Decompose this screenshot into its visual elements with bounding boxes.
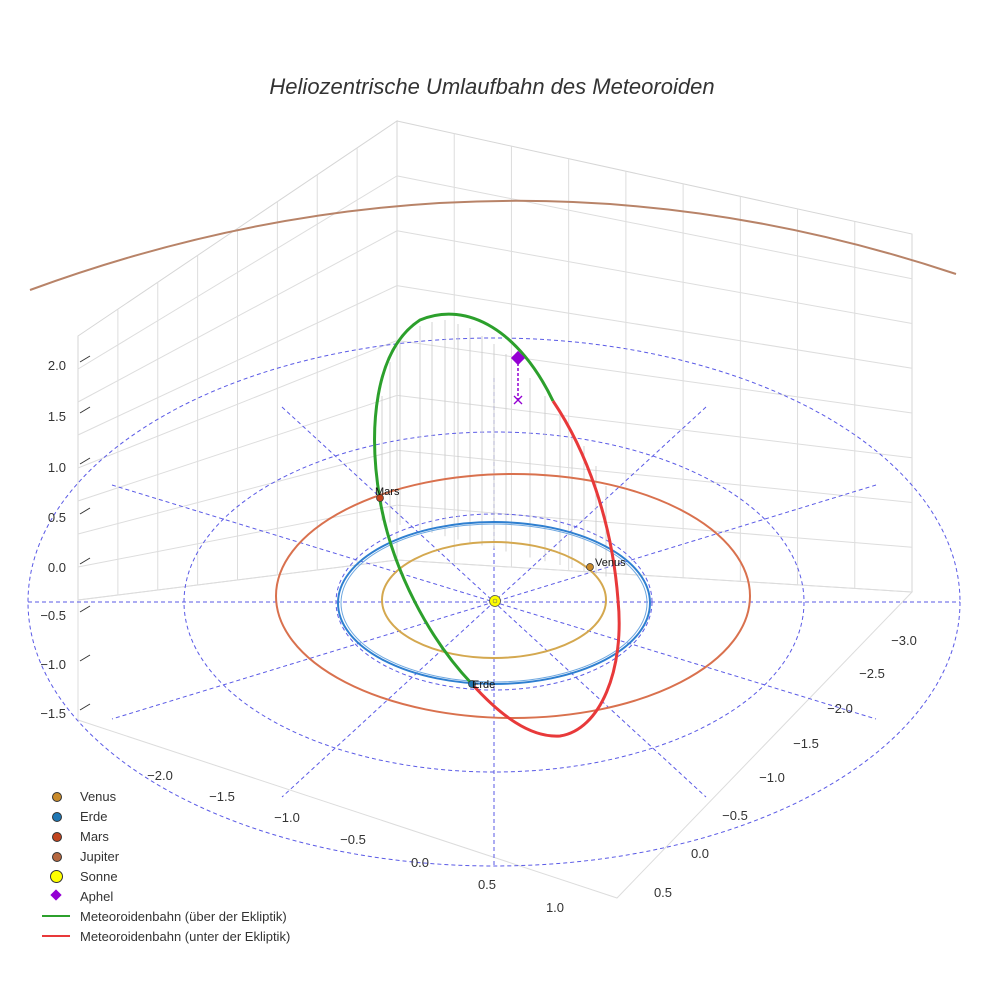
mars-label: Mars: [375, 486, 400, 498]
y-tick-label: −2.5: [859, 666, 885, 681]
legend-symbol: [40, 926, 74, 946]
legend-label: Meteoroidenbahn (über der Ekliptik): [80, 908, 287, 924]
legend-label: Mars: [80, 828, 109, 844]
meteoroid-orbit-below: [470, 400, 621, 738]
legend-symbol: [40, 786, 74, 806]
aphel-projection-marker: [513, 395, 523, 405]
venus-marker[interactable]: [586, 563, 594, 571]
mars-orbit: [275, 473, 751, 719]
legend-label: Aphel: [80, 888, 114, 904]
z-tick-label: −1.0: [40, 657, 66, 672]
x-tick-label: −1.5: [209, 789, 235, 804]
mars-marker[interactable]: [376, 494, 384, 502]
y-tick-label: −1.0: [759, 770, 785, 785]
z-tick-label: −1.5: [40, 706, 66, 721]
orbit-drop-lines: [381, 320, 607, 577]
legend-label: Jupiter: [80, 848, 120, 864]
legend-symbol: [40, 886, 74, 906]
venus-label: Venus: [595, 557, 626, 569]
earth-marker[interactable]: [468, 680, 476, 688]
jupiter-orbit: [29, 199, 957, 291]
x-tick-label: 0.5: [478, 877, 496, 892]
legend-label: Erde: [80, 808, 108, 824]
z-tick-label: 1.5: [48, 409, 66, 424]
legend-label: Meteoroidenbahn (unter der Ekliptik): [80, 928, 291, 944]
legend-item[interactable]: Meteoroidenbahn (über der Ekliptik): [40, 906, 290, 926]
earth-orbit: [337, 521, 651, 685]
y-tick-label: 0.0: [691, 846, 709, 861]
legend-label: Venus: [80, 788, 117, 804]
y-tick-label: −3.0: [891, 633, 917, 648]
legend: Venus Erde Mars Jupiter Sonne Aphel Meteoroide…: [40, 786, 290, 946]
x-axis-ticks: 1.0 0.5 0.0 −0.5 −1.0 −1.5 −2.0: [147, 768, 564, 915]
z-tick-label: 2.0: [48, 358, 66, 373]
sun-marker[interactable]: [489, 595, 501, 607]
earth-orbit-trace: [340, 523, 648, 683]
y-tick-label: −2.0: [827, 701, 853, 716]
z-tick-label: 1.0: [48, 460, 66, 475]
legend-item[interactable]: Aphel: [40, 886, 290, 906]
legend-symbol: [40, 866, 74, 886]
y-axis-ticks: 0.5 0.0 −0.5 −1.0 −1.5 −2.0 −2.5 −3.0: [654, 633, 917, 900]
x-tick-label: −1.0: [274, 810, 300, 825]
legend-item[interactable]: Venus: [40, 786, 290, 806]
x-tick-label: −0.5: [340, 832, 366, 847]
legend-symbol: [40, 806, 74, 826]
legend-label: Sonne: [80, 868, 118, 884]
sun-core: [492, 598, 498, 604]
earth-label: Erde: [472, 679, 495, 691]
meteoroid-orbit-above: [373, 312, 555, 686]
x-tick-label: 0.0: [411, 855, 429, 870]
legend-item[interactable]: Sonne: [40, 866, 290, 886]
y-tick-label: −1.5: [793, 736, 819, 751]
z-tick-label: 0.0: [48, 560, 66, 575]
y-tick-label: −0.5: [722, 808, 748, 823]
y-tick-label: 0.5: [654, 885, 672, 900]
legend-item[interactable]: Meteoroidenbahn (unter der Ekliptik): [40, 926, 290, 946]
legend-item[interactable]: Jupiter: [40, 846, 290, 866]
venus-orbit: [381, 541, 607, 659]
ecliptic-ring-middle: [183, 431, 805, 773]
x-tick-label: 1.0: [546, 900, 564, 915]
legend-symbol: [40, 846, 74, 866]
legend-symbol: [40, 826, 74, 846]
z-axis-ticks: 2.0 1.5 1.0 0.5 0.0 −0.5 −1.0 −1.5: [40, 355, 91, 721]
z-tick-label: −0.5: [40, 608, 66, 623]
legend-item[interactable]: Mars: [40, 826, 290, 846]
x-tick-label: −2.0: [147, 768, 173, 783]
z-tick-label: 0.5: [48, 510, 66, 525]
chart-title: Heliozentrische Umlaufbahn des Meteoroid…: [269, 74, 715, 99]
legend-symbol: [40, 906, 74, 926]
aphel-marker[interactable]: [510, 350, 526, 366]
legend-item[interactable]: Erde: [40, 806, 290, 826]
